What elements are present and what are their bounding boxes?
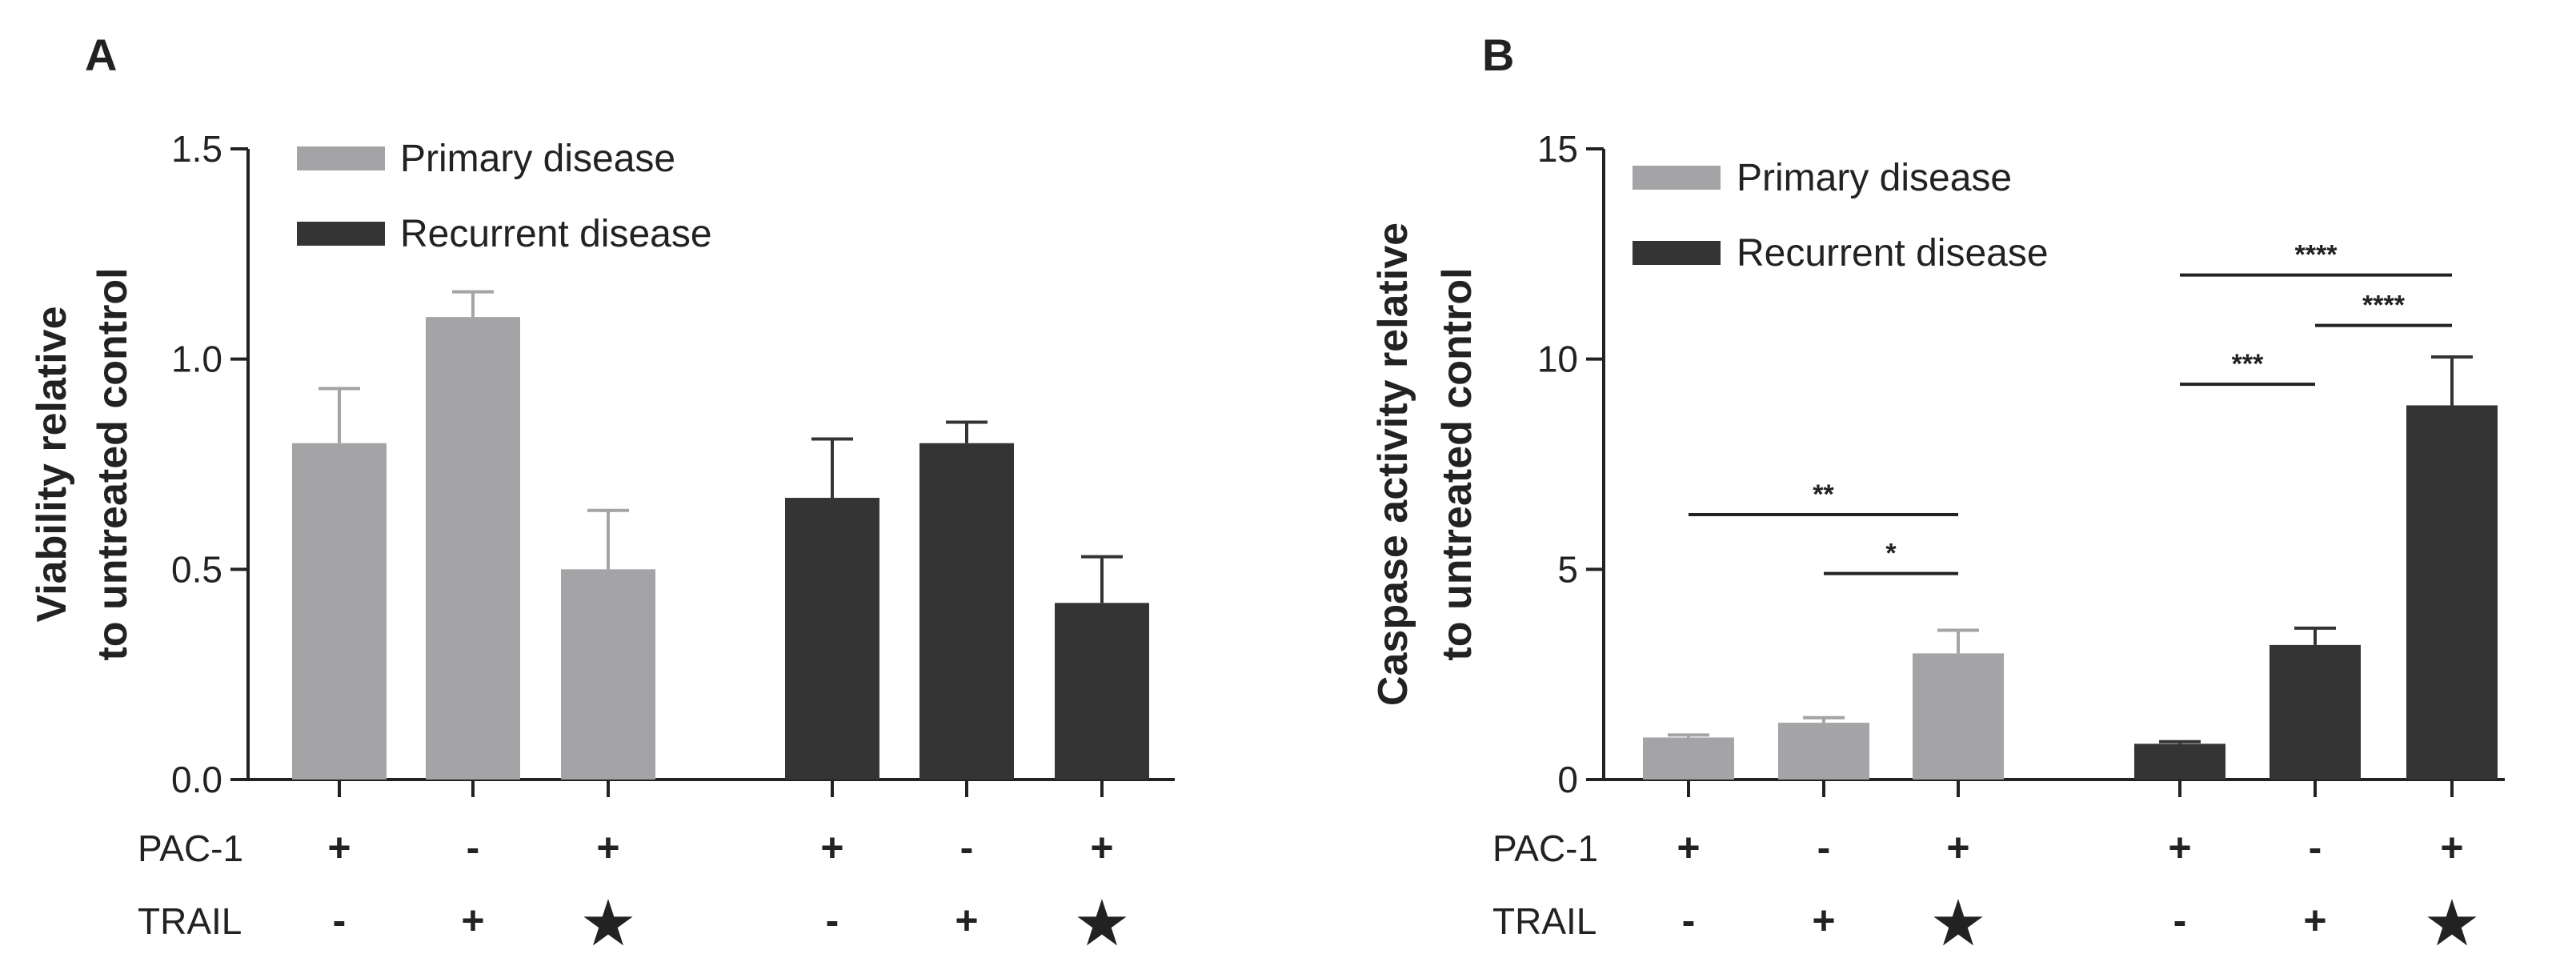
trail-sign: + [2303,898,2326,943]
bar-recurrent-1 [919,443,1014,780]
bar-recurrent-2 [2406,405,2498,780]
pac1-sign: - [467,825,480,870]
bar-recurrent-0 [785,498,879,780]
trail-sign: + [461,898,484,943]
y-tick-label: 15 [1537,128,1578,170]
pac1-sign: + [1946,825,1969,870]
bar-recurrent-2 [1055,603,1149,780]
bar-recurrent-0 [2134,744,2225,780]
panel-letter: A [85,30,117,80]
y-axis-title-line: Caspase activity relative [1370,222,1416,706]
significance-label: **** [2362,291,2406,321]
bar-primary-1 [1778,723,1869,780]
legend-swatch-recurrent [297,222,385,246]
panel-b: B Caspase activity relative to untreated c… [1370,30,2505,959]
legend-label: Primary disease [400,138,675,180]
pac1-sign: + [1090,825,1113,870]
y-tick-label: 1.0 [171,339,222,380]
trail-star-icon: ★ [579,888,637,959]
row-label-trail: TRAIL [1492,900,1596,942]
legend-swatch-primary [1633,166,1721,190]
row-label-pac1: PAC-1 [138,828,243,869]
bar-primary-0 [292,443,387,780]
row-label-trail: TRAIL [138,900,242,942]
trail-sign: - [826,898,839,943]
legend-label: Primary disease [1737,157,2012,199]
pac1-sign: + [327,825,351,870]
bar-primary-2 [1913,653,2004,780]
legend-label: Recurrent disease [1737,232,2049,275]
pac1-sign: - [960,825,974,870]
trail-star-icon: ★ [2423,888,2481,959]
bar-primary-0 [1643,737,1734,780]
significance-label: *** [2232,349,2264,379]
y-axis-title-line: Viability relative [29,306,75,622]
y-tick-label: 0.5 [171,548,222,590]
panel-a: A Viability relative to untreated control 0… [29,30,1175,959]
trail-sign: - [333,898,347,943]
y-tick-label: 10 [1537,339,1578,380]
bar-primary-2 [561,569,655,780]
bar-primary-1 [426,317,520,780]
pac1-sign: + [2440,825,2463,870]
pac1-sign: + [1677,825,1700,870]
row-label-pac1: PAC-1 [1492,828,1598,869]
panel-letter: B [1482,30,1514,80]
trail-sign: + [955,898,978,943]
trail-star-icon: ★ [1929,888,1987,959]
y-axis-title-line: to untreated control [1434,267,1480,660]
pac1-sign: + [820,825,843,870]
trail-star-icon: ★ [1073,888,1131,959]
y-tick-label: 0.0 [171,759,222,800]
legend-label: Recurrent disease [400,213,712,255]
pac1-sign: - [1817,825,1831,870]
y-tick-label: 1.5 [171,128,222,170]
significance-label: * [1885,539,1897,569]
pac1-sign: + [2168,825,2191,870]
pac1-sign: - [2309,825,2322,870]
y-axis-title-line: to untreated control [90,267,136,660]
trail-sign: - [1682,898,1696,943]
y-tick-label: 5 [1557,548,1578,590]
trail-sign: + [1812,898,1835,943]
significance-label: ** [1813,479,1834,510]
pac1-sign: + [596,825,619,870]
significance-label: **** [2295,240,2338,271]
trail-sign: - [2173,898,2187,943]
y-tick-label: 0 [1557,759,1578,800]
bar-recurrent-1 [2270,644,2361,780]
legend-swatch-primary [297,146,385,170]
legend-swatch-recurrent [1633,241,1721,265]
